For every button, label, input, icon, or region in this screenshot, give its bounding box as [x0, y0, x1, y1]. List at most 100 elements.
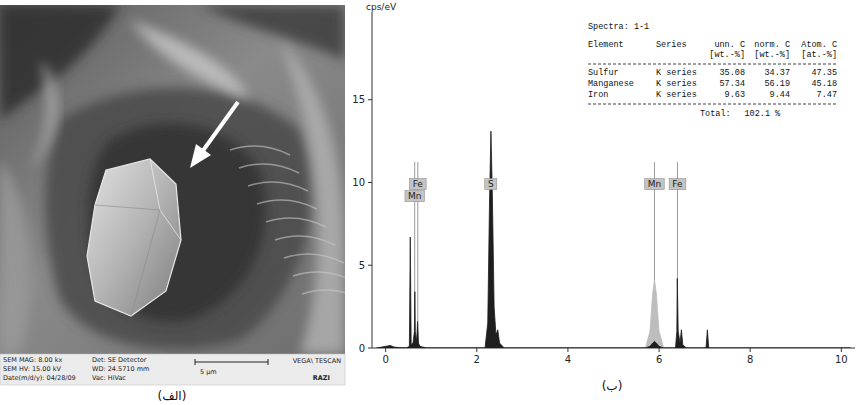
- sem-info: Vac: HiVac: [92, 374, 126, 382]
- sem-ridge: [302, 290, 345, 299]
- table-rule: [588, 104, 838, 105]
- sem-texture: [30, 60, 58, 170]
- table-cell: K series: [656, 90, 697, 100]
- table-total-label: Total:: [700, 109, 731, 119]
- spectrum-area: [377, 131, 851, 348]
- sem-texture: [0, 160, 30, 354]
- x-tick-label: 6: [656, 354, 662, 365]
- table-cell: 56.19: [764, 79, 790, 89]
- sem-info: SEM HV: 15.00 kV: [3, 365, 61, 373]
- spectrum-area: [645, 280, 663, 348]
- element-label-box: [645, 179, 664, 190]
- sem-ridge: [257, 200, 317, 209]
- panel-label: (ب): [602, 379, 623, 393]
- table-header: norm. C: [754, 40, 790, 50]
- table-total: 102.1: [744, 109, 770, 119]
- crystal-edge: [95, 205, 160, 316]
- y-tick: [368, 265, 372, 266]
- y-tick-label: 5: [359, 260, 365, 271]
- table-unit: [wt.-%]: [754, 50, 790, 60]
- table-cell: Iron: [588, 90, 608, 100]
- y-tick: [368, 348, 372, 349]
- panel-label: (الف): [158, 389, 187, 403]
- crystal: [87, 159, 181, 316]
- brand: VEGA\ TESCAN: [293, 357, 341, 365]
- table-cell: 34.37: [764, 68, 790, 78]
- element-label: Mn: [648, 179, 661, 189]
- table-cell: 47.35: [811, 68, 837, 78]
- sem-ridge: [293, 272, 345, 281]
- table-cell: K series: [656, 79, 697, 89]
- table-cell: 57.34: [719, 79, 745, 89]
- table-title: Spectra: 1-1: [588, 22, 649, 32]
- table-header: Series: [656, 40, 687, 50]
- element-label-box: [485, 179, 497, 190]
- element-label-box: [669, 179, 686, 190]
- element-label-box: [405, 191, 424, 202]
- sem-info: Date(m/d/y): 04/28/09: [3, 374, 76, 382]
- table-cell: Sulfur: [588, 68, 619, 78]
- sem-ridge: [248, 182, 308, 191]
- y-tick-label: 10: [352, 177, 365, 188]
- element-label: S: [488, 179, 494, 189]
- x-tick-label: 0: [382, 354, 388, 365]
- x-tick-label: 2: [474, 354, 480, 365]
- table-cell: Manganese: [588, 79, 634, 89]
- table-cell: K series: [656, 68, 697, 78]
- table-header: unn. C: [714, 40, 745, 50]
- y-tick-label: 15: [352, 94, 365, 105]
- x-tick-label: 8: [747, 354, 753, 365]
- table-cell: 45.18: [811, 79, 837, 89]
- sem-ridge: [239, 164, 299, 173]
- sem-ridge: [275, 236, 335, 245]
- x-tick: [476, 348, 477, 352]
- y-tick: [368, 99, 372, 100]
- sem-ridge: [284, 254, 344, 263]
- sem-texture: [45, 88, 312, 350]
- sem-texture: [130, 20, 250, 100]
- logo: RAZI: [313, 374, 330, 382]
- x-tick: [385, 348, 386, 352]
- x-tick: [841, 348, 842, 352]
- x-tick: [567, 348, 568, 352]
- scale-label: 5 μm: [200, 368, 217, 376]
- plot-area: [377, 131, 851, 348]
- table-cell: 35.08: [719, 68, 745, 78]
- figure: SEM MAG: 8.00 kxDet: SE DetectorSEM HV: …: [0, 0, 862, 405]
- sem-ridge: [266, 218, 326, 227]
- x-tick: [659, 348, 660, 352]
- sem-info: WD: 24.5710 mm: [92, 365, 149, 373]
- y-tick: [368, 182, 372, 183]
- y-axis-title: cps/eV: [366, 2, 397, 12]
- table-cell: 9.63: [725, 90, 745, 100]
- element-label-box: [409, 179, 426, 190]
- sem-info-bar: [0, 354, 345, 385]
- table-cell: 7.47: [817, 90, 837, 100]
- y-axis: [372, 12, 373, 348]
- x-tick: [750, 348, 751, 352]
- table-unit: [at.-%]: [801, 50, 837, 60]
- y-tick-label: 0: [359, 343, 365, 354]
- arrow-head: [190, 144, 211, 168]
- x-tick-label: 4: [565, 354, 571, 365]
- table-header: Atom. C: [801, 40, 837, 50]
- scale-bar-end: [268, 359, 269, 365]
- table-total-unit: %: [775, 109, 781, 119]
- sem-image: [0, 5, 345, 354]
- scale-bar: [195, 362, 268, 363]
- sem-info: Det: SE Detector: [92, 356, 147, 364]
- sem-background: [0, 5, 345, 354]
- sem-texture: [280, 40, 345, 354]
- x-tick-label: 10: [835, 354, 848, 365]
- element-label: Fe: [413, 179, 424, 189]
- arrow-shaft: [202, 102, 238, 152]
- element-label: Fe: [672, 179, 683, 189]
- scale-bar-end: [195, 359, 196, 365]
- element-label: Mn: [408, 191, 421, 201]
- sem-ridge: [230, 146, 290, 155]
- table-rule: [588, 64, 838, 65]
- table-cell: 9.44: [770, 90, 790, 100]
- table-unit: [wt.-%]: [709, 50, 745, 60]
- table-header: Element: [588, 40, 624, 50]
- sem-texture: [200, 5, 345, 60]
